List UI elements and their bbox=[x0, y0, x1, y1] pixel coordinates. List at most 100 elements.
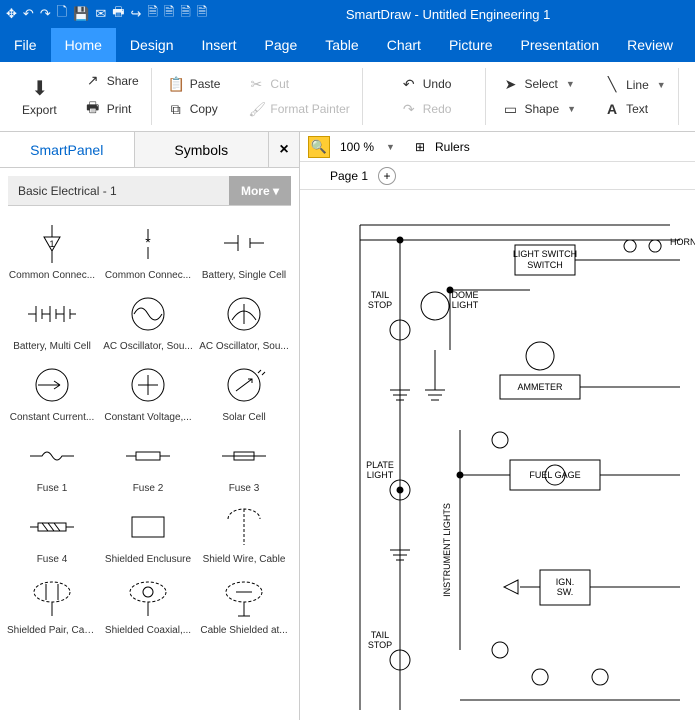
format-painter-button[interactable]: 🖌Format Painter bbox=[244, 99, 353, 120]
symbol-label: Fuse 2 bbox=[103, 483, 193, 494]
menu-support[interactable]: Support bbox=[687, 28, 695, 62]
styles-button[interactable]: 🗂 Styles bbox=[691, 74, 695, 119]
symbol-item[interactable]: AC Oscillator, Sou... bbox=[100, 285, 196, 356]
add-page-button[interactable]: + bbox=[378, 167, 396, 185]
symbol-item[interactable]: Battery, Multi Cell bbox=[4, 285, 100, 356]
chevron-down-icon[interactable]: ▼ bbox=[386, 142, 395, 152]
symbol-item[interactable]: Battery, Single Cell bbox=[196, 214, 292, 285]
ribbon-group-styles: 🗂 Styles bbox=[683, 68, 695, 125]
mail-icon[interactable]: ✉ bbox=[95, 6, 106, 22]
panel-tabs: SmartPanel Symbols × bbox=[0, 132, 299, 168]
print-icon[interactable]: 🖶 bbox=[112, 3, 124, 25]
library-more-button[interactable]: More ▾ bbox=[229, 176, 291, 205]
symbol-label: Common Connec... bbox=[7, 270, 97, 281]
symbol-item[interactable]: Shielded Coaxial,... bbox=[100, 569, 196, 640]
menu-insert[interactable]: Insert bbox=[188, 28, 251, 62]
symbol-item[interactable]: Shielded Pair, Cable bbox=[4, 569, 100, 640]
symbol-label: Constant Voltage,... bbox=[103, 412, 193, 423]
undo-icon[interactable]: ↶ bbox=[23, 6, 34, 22]
menu-page[interactable]: Page bbox=[251, 28, 312, 62]
select-button[interactable]: ➤Select▼ bbox=[498, 74, 580, 95]
symbol-item[interactable]: Constant Voltage,... bbox=[100, 356, 196, 427]
export-icon[interactable]: ↪ bbox=[131, 6, 142, 22]
line-button[interactable]: ╲Line▼ bbox=[600, 74, 670, 95]
menu-presentation[interactable]: Presentation bbox=[507, 28, 614, 62]
chevron-down-icon: ▼ bbox=[567, 104, 576, 114]
cut-icon: ✂ bbox=[248, 76, 264, 93]
symbol-item[interactable]: AC Oscillator, Sou... bbox=[196, 285, 292, 356]
text-button[interactable]: AText bbox=[600, 99, 670, 119]
rulers-button[interactable]: Rulers bbox=[435, 140, 470, 154]
workspace: SmartPanel Symbols × Basic Electrical - … bbox=[0, 132, 695, 720]
symbol-shape bbox=[12, 573, 92, 623]
symbol-item[interactable]: Shielded Enclusure bbox=[100, 498, 196, 569]
paste-button[interactable]: 📋Paste bbox=[164, 74, 225, 95]
menu-review[interactable]: Review bbox=[613, 28, 687, 62]
symbol-label: Fuse 1 bbox=[7, 483, 97, 494]
symbol-item[interactable]: 1 Common Connec... bbox=[4, 214, 100, 285]
pdf-icon[interactable]: 🗎 bbox=[147, 3, 157, 25]
svg-text:SW.: SW. bbox=[557, 587, 574, 597]
ribbon-group-clipboard2: ✂Cut 🖌Format Painter bbox=[236, 68, 362, 125]
zoom-level[interactable]: 100 % bbox=[340, 140, 374, 154]
save-icon[interactable]: 💾 bbox=[73, 6, 89, 22]
cursor-icon: ➤ bbox=[502, 76, 518, 93]
tab-smartpanel[interactable]: SmartPanel bbox=[0, 132, 135, 167]
doc-icon[interactable]: 🗎 bbox=[164, 3, 174, 25]
share-button[interactable]: ↗Share bbox=[81, 70, 143, 91]
shape-button[interactable]: ▭Shape▼ bbox=[498, 99, 580, 120]
symbol-item[interactable]: Fuse 1 bbox=[4, 427, 100, 498]
symbol-shape: * bbox=[108, 218, 188, 268]
menu-home[interactable]: Home bbox=[51, 28, 116, 62]
svg-text:LIGHT SWITCH: LIGHT SWITCH bbox=[513, 249, 577, 259]
chevron-down-icon: ▼ bbox=[657, 80, 666, 90]
cut-button[interactable]: ✂Cut bbox=[244, 74, 353, 95]
app-logo-icon[interactable]: ✥ bbox=[6, 6, 17, 22]
doc2-icon[interactable]: 🗎 bbox=[180, 3, 190, 25]
redo-button[interactable]: ↷Redo bbox=[397, 99, 456, 120]
drawing-canvas[interactable]: LIGHT SWITCH SWITCH HORN BU TAILSTOP DOM… bbox=[300, 190, 695, 720]
print-icon: 🖶 bbox=[85, 97, 101, 121]
redo-icon[interactable]: ↷ bbox=[40, 6, 51, 22]
menu-chart[interactable]: Chart bbox=[373, 28, 435, 62]
menu-file[interactable]: File bbox=[0, 28, 51, 62]
share-icon: ↗ bbox=[85, 72, 101, 89]
menu-table[interactable]: Table bbox=[311, 28, 372, 62]
symbol-item[interactable]: Fuse 3 bbox=[196, 427, 292, 498]
undo-button[interactable]: ↶Undo bbox=[397, 74, 456, 95]
export-button[interactable]: ⬇ Export bbox=[18, 74, 61, 119]
symbol-item[interactable]: Solar Cell bbox=[196, 356, 292, 427]
symbol-item[interactable]: Shield Wire, Cable bbox=[196, 498, 292, 569]
symbol-shape: 1 bbox=[12, 218, 92, 268]
tab-symbols[interactable]: Symbols bbox=[135, 132, 270, 167]
ribbon-group-tools: ➤Select▼ ▭Shape▼ bbox=[490, 68, 588, 125]
panel-close-button[interactable]: × bbox=[269, 132, 299, 167]
library-name: Basic Electrical - 1 bbox=[8, 184, 229, 198]
page-tab[interactable]: Page 1 bbox=[330, 169, 368, 183]
svg-text:STOP: STOP bbox=[368, 300, 392, 310]
rulers-icon: ⊞ bbox=[415, 140, 425, 154]
symbol-label: Shielded Coaxial,... bbox=[103, 625, 193, 636]
symbol-item[interactable]: Cable Shielded at... bbox=[196, 569, 292, 640]
symbol-label: AC Oscillator, Sou... bbox=[199, 341, 289, 352]
symbol-shape bbox=[108, 502, 188, 552]
svg-text:DOME: DOME bbox=[452, 290, 479, 300]
doc3-icon[interactable]: 🗎 bbox=[197, 3, 207, 25]
print-button[interactable]: 🖶Print bbox=[81, 95, 143, 123]
symbol-item[interactable]: Fuse 2 bbox=[100, 427, 196, 498]
new-icon[interactable]: 🗋 bbox=[57, 3, 67, 25]
menu-design[interactable]: Design bbox=[116, 28, 188, 62]
symbol-item[interactable]: Fuse 4 bbox=[4, 498, 100, 569]
svg-text:PLATE: PLATE bbox=[366, 460, 394, 470]
search-icon[interactable]: 🔍 bbox=[308, 136, 330, 158]
symbol-item[interactable]: Constant Current... bbox=[4, 356, 100, 427]
menu-picture[interactable]: Picture bbox=[435, 28, 507, 62]
svg-text:LIGHT: LIGHT bbox=[452, 300, 479, 310]
symbol-item[interactable]: *Common Connec... bbox=[100, 214, 196, 285]
chevron-down-icon: ▼ bbox=[566, 79, 575, 89]
quick-access-toolbar: ✥ ↶ ↷ 🗋 💾 ✉ 🖶 ↪ 🗎 🗎 🗎 🗎 bbox=[6, 3, 207, 25]
symbol-shape bbox=[204, 573, 284, 623]
copy-button[interactable]: ⧉Copy bbox=[164, 99, 225, 120]
svg-text:STOP: STOP bbox=[368, 640, 392, 650]
ribbon-group-share: ↗Share 🖶Print bbox=[73, 68, 152, 125]
